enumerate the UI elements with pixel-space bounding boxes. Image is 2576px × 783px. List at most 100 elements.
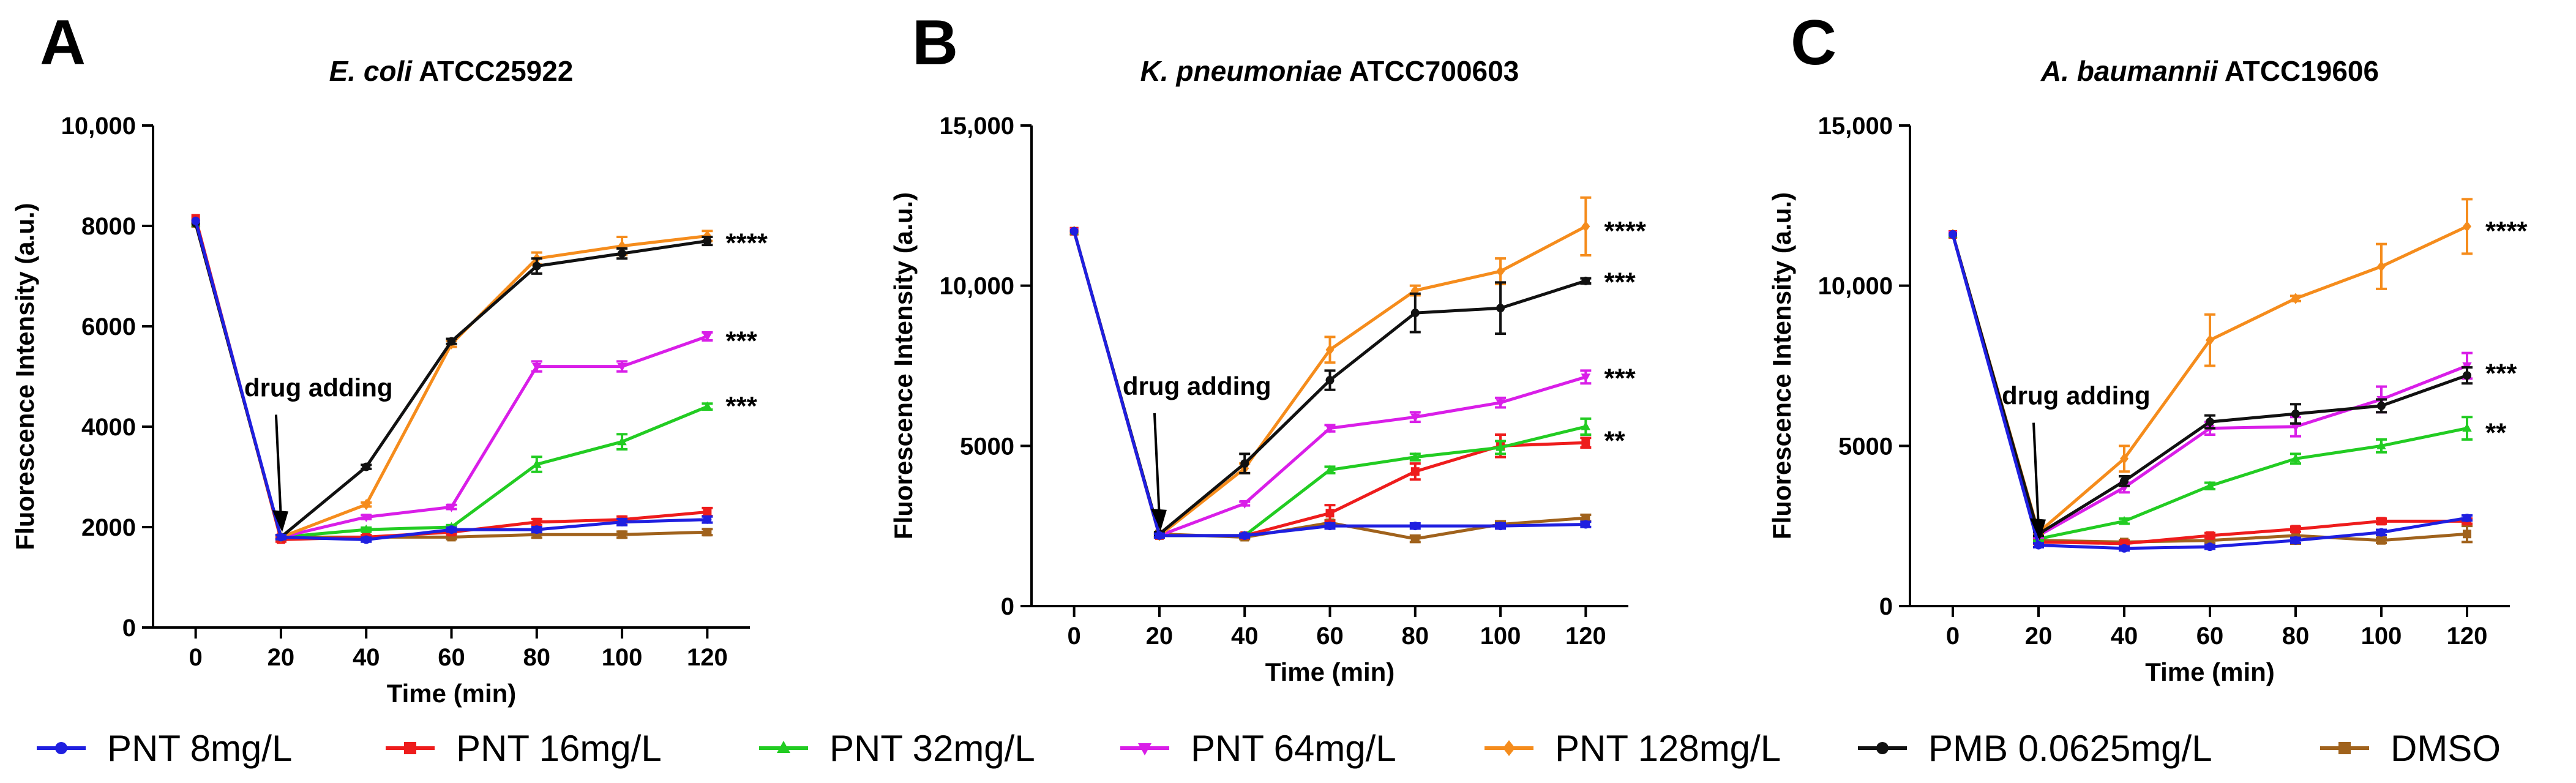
drug-adding-annotation: drug adding <box>2002 381 2151 410</box>
legend-item: PMB 0.0625mg/L <box>1858 728 2212 769</box>
legend-item: PNT 16mg/L <box>386 728 662 769</box>
legend-marker <box>1876 742 1889 754</box>
y-axis-label: Fluorescence Intensity (a.u.) <box>10 203 39 550</box>
data-point <box>1240 459 1249 468</box>
data-point <box>618 517 627 526</box>
legend-marker <box>777 741 790 753</box>
data-point <box>1410 467 1420 476</box>
data-point <box>446 503 457 512</box>
data-point <box>532 459 542 468</box>
panel-letter: A <box>40 7 86 78</box>
data-point <box>532 363 542 372</box>
panel-letter: B <box>912 7 958 78</box>
drug-adding-annotation: drug adding <box>1123 372 1271 400</box>
y-tick-label: 0 <box>1879 593 1893 620</box>
drug-adding-arrow <box>2032 422 2040 527</box>
y-tick-label: 10,000 <box>940 273 1014 300</box>
legend-marker <box>55 742 67 754</box>
x-axis-label: Time (min) <box>387 679 517 708</box>
data-point <box>2120 476 2129 485</box>
data-point <box>2206 418 2214 427</box>
drug-adding-arrowhead <box>1150 508 1167 531</box>
data-point <box>1581 520 1590 529</box>
data-point <box>2291 453 2301 462</box>
data-point <box>1581 220 1590 232</box>
title-rest: ATCC25922 <box>412 55 573 87</box>
data-point <box>1949 230 1957 239</box>
significance-label: ** <box>1604 426 1625 456</box>
chart-title: A. baumannii ATCC19606 <box>2040 55 2379 87</box>
x-tick-label: 80 <box>2282 623 2310 650</box>
data-point <box>2206 334 2214 346</box>
panel-C: C A. baumannii ATCC19606 0 5000 10,000 15,000… <box>1767 7 2528 686</box>
data-point <box>703 528 712 537</box>
panel-B: B K. pneumoniae ATCC700603 0 5000 10,000 15,0… <box>889 7 1647 686</box>
title-italic: A. baumannii <box>2040 55 2218 87</box>
data-point <box>1410 522 1420 531</box>
significance-label: **** <box>2485 216 2528 246</box>
data-point <box>1240 531 1249 540</box>
x-tick-label: 100 <box>1480 623 1521 650</box>
data-point <box>2377 517 2386 526</box>
data-point <box>2291 536 2300 545</box>
x-tick-label: 120 <box>687 644 728 671</box>
y-tick-label: 5000 <box>960 433 1014 460</box>
x-tick-label: 0 <box>189 644 203 671</box>
x-axis-label: Time (min) <box>2145 657 2275 686</box>
data-point <box>2463 514 2471 523</box>
x-tick-label: 100 <box>602 644 643 671</box>
drug-adding-annotation: drug adding <box>244 373 393 402</box>
data-point <box>703 508 712 517</box>
data-point <box>2376 440 2386 449</box>
chart-title: E. coli ATCC25922 <box>329 55 574 87</box>
data-point <box>2463 530 2471 539</box>
drug-adding-arrowhead <box>272 510 288 533</box>
significance-label: *** <box>2485 359 2517 389</box>
data-point <box>702 401 713 410</box>
data-point <box>2034 541 2043 550</box>
data-point <box>1325 344 1335 356</box>
y-tick-label: 15,000 <box>940 113 1014 140</box>
series-pnt-8mg-l <box>1069 227 1592 540</box>
drug-adding-arrow <box>1153 413 1161 517</box>
data-point <box>2377 261 2386 272</box>
data-point <box>1581 373 1591 383</box>
data-point <box>1496 304 1505 313</box>
significance-label: *** <box>725 391 757 421</box>
data-point <box>1581 276 1590 285</box>
significance-label: *** <box>1604 364 1636 394</box>
x-tick-label: 100 <box>2361 623 2402 650</box>
x-tick-label: 0 <box>1946 623 1960 650</box>
data-point <box>702 332 713 342</box>
data-point <box>1496 399 1505 408</box>
data-point <box>2463 371 2471 380</box>
data-point <box>1581 438 1590 448</box>
data-point <box>362 535 371 544</box>
data-point <box>1410 309 1420 318</box>
title-rest: ATCC19606 <box>2218 55 2379 87</box>
y-tick-label: 10,000 <box>61 113 136 140</box>
drug-adding-arrow <box>274 414 282 519</box>
data-point <box>1325 465 1335 474</box>
data-point <box>1240 500 1249 509</box>
data-point <box>532 525 541 534</box>
significance-label: *** <box>1604 268 1636 298</box>
data-point <box>532 517 541 526</box>
data-point <box>1325 376 1335 385</box>
y-tick-label: 15,000 <box>1818 113 1893 140</box>
legend-item: PNT 128mg/L <box>1485 728 1781 769</box>
chart-title: K. pneumoniae ATCC700603 <box>1140 55 1519 87</box>
x-tick-label: 0 <box>1068 623 1081 650</box>
data-point <box>2205 481 2215 490</box>
data-point <box>2206 531 2214 540</box>
panel-letter: C <box>1791 7 1837 78</box>
data-point <box>1496 522 1505 531</box>
y-axis-label: Fluorescence Intensity (a.u.) <box>889 192 918 539</box>
legend-item: PNT 8mg/L <box>37 728 292 769</box>
data-point <box>2120 453 2129 465</box>
data-point <box>703 515 712 524</box>
legend-label: PNT 32mg/L <box>829 728 1035 769</box>
title-rest: ATCC700603 <box>1342 55 1519 87</box>
data-point <box>2377 536 2386 545</box>
data-point <box>1581 514 1590 523</box>
